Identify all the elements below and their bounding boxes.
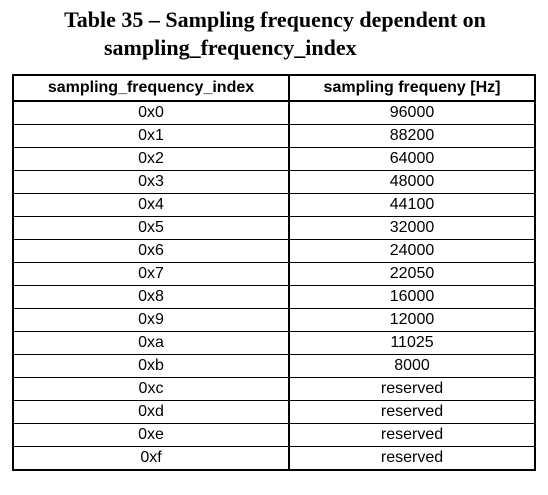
table-row: 0x9 12000 — [12, 308, 536, 332]
index-cell: 0x0 — [12, 100, 290, 125]
frequency-cell: 8000 — [288, 354, 536, 378]
table-row: 0x2 64000 — [12, 147, 536, 171]
table-row: 0xa 11025 — [12, 331, 536, 355]
index-cell: 0x2 — [12, 147, 290, 171]
frequency-cell: 16000 — [288, 285, 536, 309]
caption-line-2: sampling_frequency_index — [104, 35, 357, 60]
frequency-cell: 11025 — [288, 331, 536, 355]
frequency-cell: 32000 — [288, 216, 536, 240]
index-cell: 0x1 — [12, 124, 290, 148]
table-row: 0xe reserved — [12, 423, 536, 447]
caption-line-1: Table 35 – Sampling frequency dependent … — [64, 7, 486, 32]
index-cell: 0xf — [12, 446, 290, 471]
table-body: 0x0 96000 0x1 88200 0x2 64000 0x3 48000 0x4 4… — [12, 100, 536, 471]
frequency-cell: 24000 — [288, 239, 536, 263]
table-row: 0xf reserved — [12, 446, 536, 471]
frequency-cell: 88200 — [288, 124, 536, 148]
table-row: 0xd reserved — [12, 400, 536, 424]
table-row: 0x4 44100 — [12, 193, 536, 217]
table-caption: Table 35 – Sampling frequency dependent … — [0, 6, 548, 62]
index-cell: 0x4 — [12, 193, 290, 217]
table-row: 0x7 22050 — [12, 262, 536, 286]
table-row: 0xc reserved — [12, 377, 536, 401]
index-cell: 0x7 — [12, 262, 290, 286]
index-cell: 0x8 — [12, 285, 290, 309]
table-header-row: sampling_frequency_index sampling freque… — [12, 74, 536, 102]
index-cell: 0x6 — [12, 239, 290, 263]
frequency-cell: 22050 — [288, 262, 536, 286]
index-cell: 0x9 — [12, 308, 290, 332]
table-row: 0x0 96000 — [12, 100, 536, 125]
sampling-frequency-table: sampling_frequency_index sampling freque… — [12, 74, 536, 471]
frequency-cell: 48000 — [288, 170, 536, 194]
table-row: 0x3 48000 — [12, 170, 536, 194]
frequency-cell: reserved — [288, 423, 536, 447]
index-cell: 0xc — [12, 377, 290, 401]
frequency-cell: 96000 — [288, 100, 536, 125]
index-cell: 0xb — [12, 354, 290, 378]
frequency-cell: reserved — [288, 377, 536, 401]
header-index: sampling_frequency_index — [12, 74, 290, 102]
index-cell: 0xd — [12, 400, 290, 424]
frequency-cell: 12000 — [288, 308, 536, 332]
frequency-cell: 44100 — [288, 193, 536, 217]
frequency-cell: reserved — [288, 400, 536, 424]
table-row: 0x8 16000 — [12, 285, 536, 309]
header-frequency: sampling frequeny [Hz] — [288, 74, 536, 102]
index-cell: 0x3 — [12, 170, 290, 194]
table-row: 0xb 8000 — [12, 354, 536, 378]
index-cell: 0xa — [12, 331, 290, 355]
index-cell: 0xe — [12, 423, 290, 447]
table-row: 0x1 88200 — [12, 124, 536, 148]
frequency-cell: 64000 — [288, 147, 536, 171]
table-row: 0x6 24000 — [12, 239, 536, 263]
index-cell: 0x5 — [12, 216, 290, 240]
table-row: 0x5 32000 — [12, 216, 536, 240]
frequency-cell: reserved — [288, 446, 536, 471]
